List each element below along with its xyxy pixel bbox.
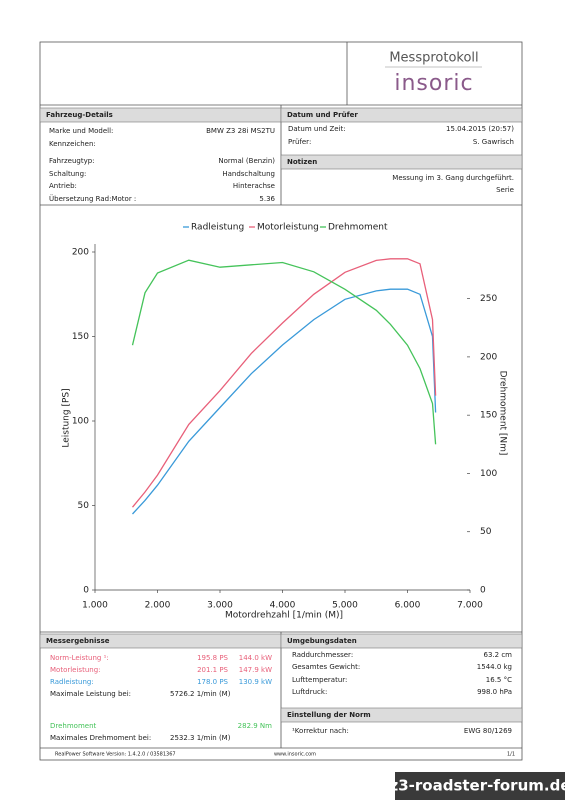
field-label: Drehmoment bbox=[50, 722, 97, 730]
y2-tick-label: 250 bbox=[480, 294, 497, 304]
y-tick-label: 150 bbox=[72, 332, 89, 342]
logo: insoric bbox=[394, 71, 473, 96]
field-value: Handschaltung bbox=[222, 170, 275, 178]
note: Serie bbox=[496, 186, 514, 194]
section-header-bg bbox=[280, 633, 523, 649]
y-axis-label: Leistung [PS] bbox=[62, 388, 72, 447]
field-label: Fahrzeugtyp: bbox=[49, 157, 95, 165]
x-tick-label: 3.000 bbox=[207, 601, 233, 611]
x-axis-label: Motordrehzahl [1/min (M)] bbox=[225, 611, 343, 621]
field-label: Raddurchmesser: bbox=[292, 651, 353, 659]
section-header-bg bbox=[280, 154, 523, 170]
field-value: 16.5 °C bbox=[486, 676, 512, 684]
field-value: 130.9 kW bbox=[239, 678, 272, 686]
field-label: Norm-Leistung ¹: bbox=[50, 654, 109, 662]
y-tick-label: 200 bbox=[72, 248, 89, 258]
field-value: S. Gawrisch bbox=[473, 138, 514, 146]
footer: 1/1 bbox=[507, 752, 515, 758]
field-value: 998.0 hPa bbox=[477, 688, 512, 696]
legend-label: Radleistung bbox=[191, 223, 244, 233]
field-value: 63.2 cm bbox=[484, 651, 513, 659]
footer: www.insoric.com bbox=[274, 752, 316, 758]
legend-label: Motorleistung bbox=[257, 223, 319, 233]
field-value: 201.1 PS bbox=[197, 666, 228, 674]
field-value: 178.0 PS bbox=[197, 678, 228, 686]
field-value: 282.9 Nm bbox=[238, 722, 273, 730]
footer: RealPower Software Version: 1.4.2.0 / 03… bbox=[55, 752, 176, 758]
y-tick-label: 0 bbox=[83, 586, 89, 596]
field-label: Datum und Zeit: bbox=[288, 125, 346, 133]
x-tick-label: 2.000 bbox=[145, 601, 171, 611]
y-tick-label: 100 bbox=[72, 417, 89, 427]
field-value: 5.36 bbox=[259, 195, 275, 203]
title: Messprotokoll bbox=[389, 51, 478, 66]
y2-tick-label: 150 bbox=[480, 411, 497, 421]
field-value: EWG 80/1269 bbox=[464, 727, 512, 735]
field-value: BMW Z3 28i MS2TU bbox=[206, 127, 275, 135]
field-label: Motorleistung: bbox=[50, 666, 101, 674]
section-header: Notizen bbox=[287, 158, 317, 166]
field-label: ¹Korrektur nach: bbox=[292, 727, 349, 735]
y2-tick-label: 200 bbox=[480, 352, 497, 362]
field-value: Normal (Benzin) bbox=[218, 157, 275, 165]
section-header: Fahrzeug-Details bbox=[46, 111, 113, 119]
field-value: 195.8 PS bbox=[197, 654, 228, 662]
field-label: Übersetzung Rad:Motor : bbox=[49, 194, 136, 203]
field-value: 1544.0 kg bbox=[477, 663, 512, 671]
field-label: Radleistung: bbox=[50, 678, 94, 686]
y2-tick-label: 50 bbox=[480, 527, 492, 537]
field-value: 2532.3 1/min (M) bbox=[170, 734, 231, 742]
field-label: Kennzeichen: bbox=[49, 140, 96, 148]
x-tick-label: 6.000 bbox=[395, 601, 421, 611]
field-label: Schaltung: bbox=[49, 170, 86, 178]
field-label: Prüfer: bbox=[288, 138, 311, 146]
field-value: 5726.2 1/min (M) bbox=[170, 690, 231, 698]
section-header: Messergebnisse bbox=[46, 637, 110, 645]
section-header: Einstellung der Norm bbox=[287, 711, 371, 719]
watermark: z3-roadster-forum.de bbox=[390, 777, 565, 795]
field-label: Antrieb: bbox=[49, 182, 77, 190]
section-header: Umgebungsdaten bbox=[287, 637, 357, 645]
field-label: Gesamtes Gewicht: bbox=[292, 663, 360, 671]
section-header: Datum und Prüfer bbox=[287, 111, 358, 119]
x-tick-label: 1.000 bbox=[82, 601, 108, 611]
y2-tick-label: 100 bbox=[480, 469, 497, 479]
x-tick-label: 5.000 bbox=[332, 601, 358, 611]
field-label: Maximales Drehmoment bei: bbox=[50, 734, 151, 742]
x-tick-label: 7.000 bbox=[457, 601, 483, 611]
field-value: 147.9 kW bbox=[239, 666, 272, 674]
field-value: 144.0 kW bbox=[239, 654, 272, 662]
field-label: Luftdruck: bbox=[292, 688, 327, 696]
series-line bbox=[132, 288, 437, 515]
field-label: Marke und Modell: bbox=[49, 127, 113, 135]
watermark-bg bbox=[395, 772, 565, 800]
y2-tick-label: 0 bbox=[480, 586, 486, 596]
field-value: Hinterachse bbox=[233, 182, 275, 190]
legend-label: Drehmoment bbox=[328, 223, 388, 233]
series-line bbox=[131, 258, 437, 508]
section-header-bg bbox=[280, 107, 523, 123]
section-header-bg bbox=[280, 707, 523, 723]
page-frame bbox=[39, 41, 523, 761]
series-line bbox=[131, 259, 437, 445]
field-label: Maximale Leistung bei: bbox=[50, 690, 131, 698]
x-tick-label: 4.000 bbox=[270, 601, 296, 611]
field-value: 15.04.2015 (20:57) bbox=[446, 125, 514, 133]
y-tick-label: 50 bbox=[78, 501, 90, 511]
note: Messung im 3. Gang durchgeführt. bbox=[392, 174, 514, 182]
y2-axis-label: Drehmoment [Nm] bbox=[498, 371, 508, 456]
field-label: Lufttemperatur: bbox=[292, 676, 347, 684]
